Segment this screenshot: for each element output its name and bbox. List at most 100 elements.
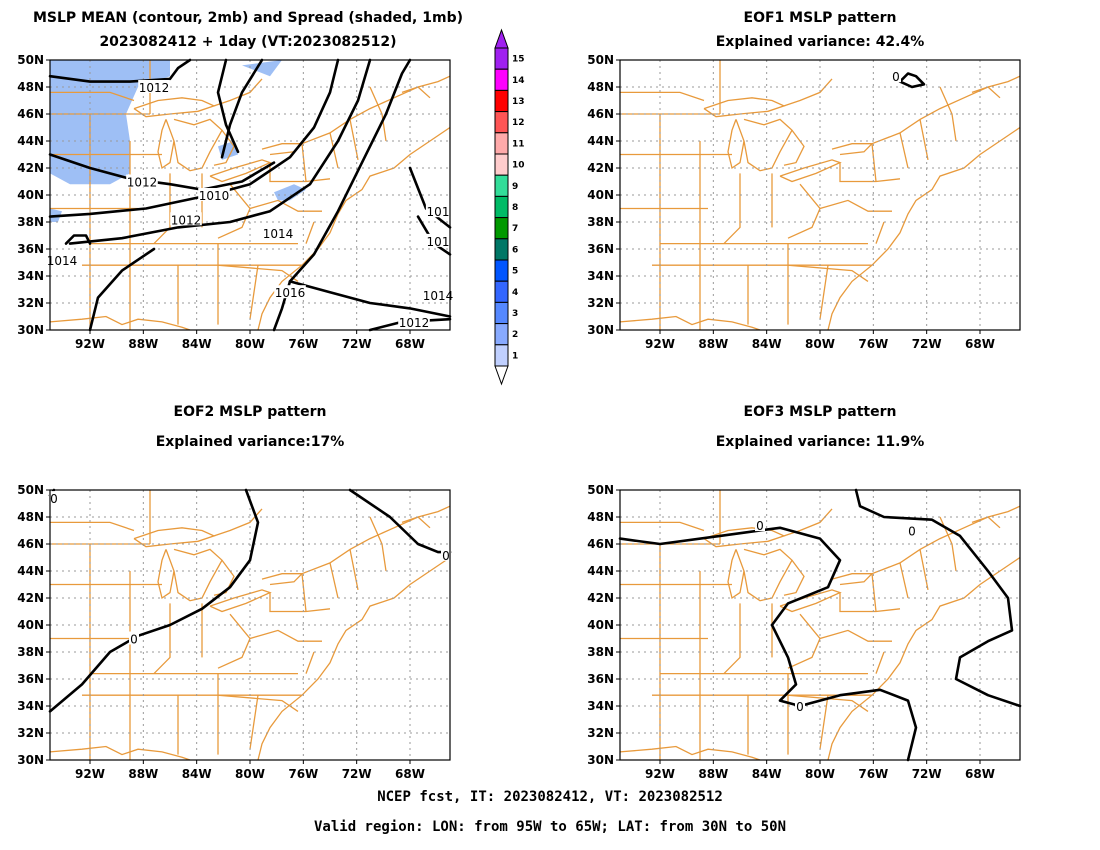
lon-tick-label: 80W	[235, 337, 265, 351]
lon-tick-label: 88W	[698, 767, 728, 781]
contour-label-bg	[891, 69, 901, 83]
contour-label-bg	[49, 491, 59, 505]
lat-tick-label: 38N	[17, 215, 44, 229]
contour-label: 1012	[399, 316, 430, 330]
contour-label-bg	[425, 204, 451, 218]
panel1-subtitle: 2023082412 + 1day (VT:2023082512)	[99, 34, 397, 50]
colorbar-swatch	[494, 153, 509, 176]
colorbar-swatch	[494, 195, 509, 219]
colorbar-swatch	[494, 217, 509, 240]
lon-tick-label: 68W	[395, 767, 425, 781]
lon-tick-label: 76W	[858, 767, 888, 781]
colorbar-swatch	[494, 174, 509, 197]
state-boundary	[787, 264, 869, 282]
colorbar-swatch	[494, 259, 509, 282]
lat-tick-label: 42N	[587, 591, 614, 605]
lon-tick-label: 76W	[288, 337, 318, 351]
contour-label-bg	[274, 285, 306, 299]
lat-tick-label: 50N	[587, 483, 614, 497]
panel4-subtitle: Explained variance: 11.9%	[715, 434, 925, 450]
state-boundary	[301, 75, 451, 145]
colorbar-swatch	[494, 111, 509, 134]
contour-label: 1014	[263, 227, 294, 241]
lon-tick-label: 92W	[75, 337, 105, 351]
contour-label-bg	[46, 252, 78, 266]
pressure-contour	[288, 58, 412, 283]
colorbar-label: 11	[512, 139, 525, 149]
state-boundary	[157, 119, 175, 170]
lat-tick-label: 40N	[17, 618, 44, 632]
state-boundary	[875, 221, 885, 244]
state-boundary	[787, 183, 821, 239]
state-boundary	[153, 173, 171, 245]
state-boundary	[173, 548, 223, 602]
state-boundary	[619, 745, 761, 761]
contour-label-bg	[441, 547, 451, 561]
state-boundary	[839, 592, 901, 613]
lat-tick-label: 36N	[17, 242, 44, 256]
state-boundary	[620, 521, 705, 532]
state-boundary	[369, 516, 387, 572]
lat-tick-label: 40N	[587, 618, 614, 632]
lat-tick-label: 36N	[587, 672, 614, 686]
contour-label: 0	[892, 70, 900, 84]
state-boundary	[249, 265, 259, 320]
contour-label-bg	[795, 699, 805, 712]
lat-tick-label: 48N	[17, 80, 44, 94]
state-boundary	[871, 505, 1021, 575]
lon-tick-label: 88W	[128, 767, 158, 781]
lat-tick-label: 42N	[587, 161, 614, 175]
contour-label: 1010	[199, 189, 230, 203]
state-boundary	[49, 745, 191, 761]
state-boundary	[619, 315, 761, 331]
state-boundary	[329, 562, 339, 599]
colorbar-label: 12	[512, 118, 525, 128]
state-boundary	[871, 143, 877, 182]
state-boundary	[301, 143, 307, 182]
colorbar-swatch	[494, 238, 509, 261]
state-boundary	[939, 86, 957, 142]
state-boundary	[217, 694, 299, 712]
lon-tick-label: 72W	[912, 767, 942, 781]
contour-label: 0	[908, 525, 916, 539]
state-boundary	[209, 589, 272, 613]
lat-tick-label: 34N	[17, 269, 44, 283]
state-boundary	[269, 592, 331, 613]
lon-tick-label: 92W	[645, 337, 675, 351]
lon-tick-label: 84W	[752, 767, 782, 781]
lon-tick-label: 80W	[235, 767, 265, 781]
contour-label: 0	[130, 633, 138, 647]
contour-label-bg	[425, 233, 451, 247]
contour-label-bg	[755, 518, 765, 532]
state-boundary	[217, 613, 251, 669]
contour-label-bg	[422, 287, 454, 301]
state-boundary	[783, 129, 805, 166]
lat-tick-label: 44N	[17, 134, 44, 148]
lat-tick-label: 32N	[587, 726, 614, 740]
contour-label: 0	[50, 492, 58, 506]
state-boundary	[261, 573, 304, 586]
state-boundary	[783, 508, 833, 537]
state-boundary	[173, 118, 223, 172]
lat-tick-label: 46N	[587, 107, 614, 121]
colorbar-swatch	[494, 323, 509, 346]
state-boundary	[305, 651, 315, 674]
pressure-contour	[348, 488, 452, 554]
state-boundary	[349, 119, 359, 161]
lat-tick-label: 46N	[17, 537, 44, 551]
pressure-contour	[68, 58, 372, 245]
state-boundary	[723, 173, 741, 245]
pressure-contour	[220, 58, 264, 159]
contour-label: 1012	[127, 176, 158, 190]
panel1-title: MSLP MEAN (contour, 2mb) and Spread (sha…	[33, 10, 463, 26]
spread-shaded-region	[50, 60, 170, 185]
lon-tick-label: 84W	[182, 337, 212, 351]
contour-label-bg	[170, 212, 202, 226]
state-boundary	[819, 629, 892, 642]
lon-tick-label: 76W	[858, 337, 888, 351]
contour-label-bg	[262, 225, 294, 239]
lat-tick-label: 48N	[587, 80, 614, 94]
spread-colorbar: 15 14 13 12 11 10 9 8 7 6 5 4 3 2 1	[494, 28, 525, 386]
lat-tick-label: 46N	[17, 107, 44, 121]
